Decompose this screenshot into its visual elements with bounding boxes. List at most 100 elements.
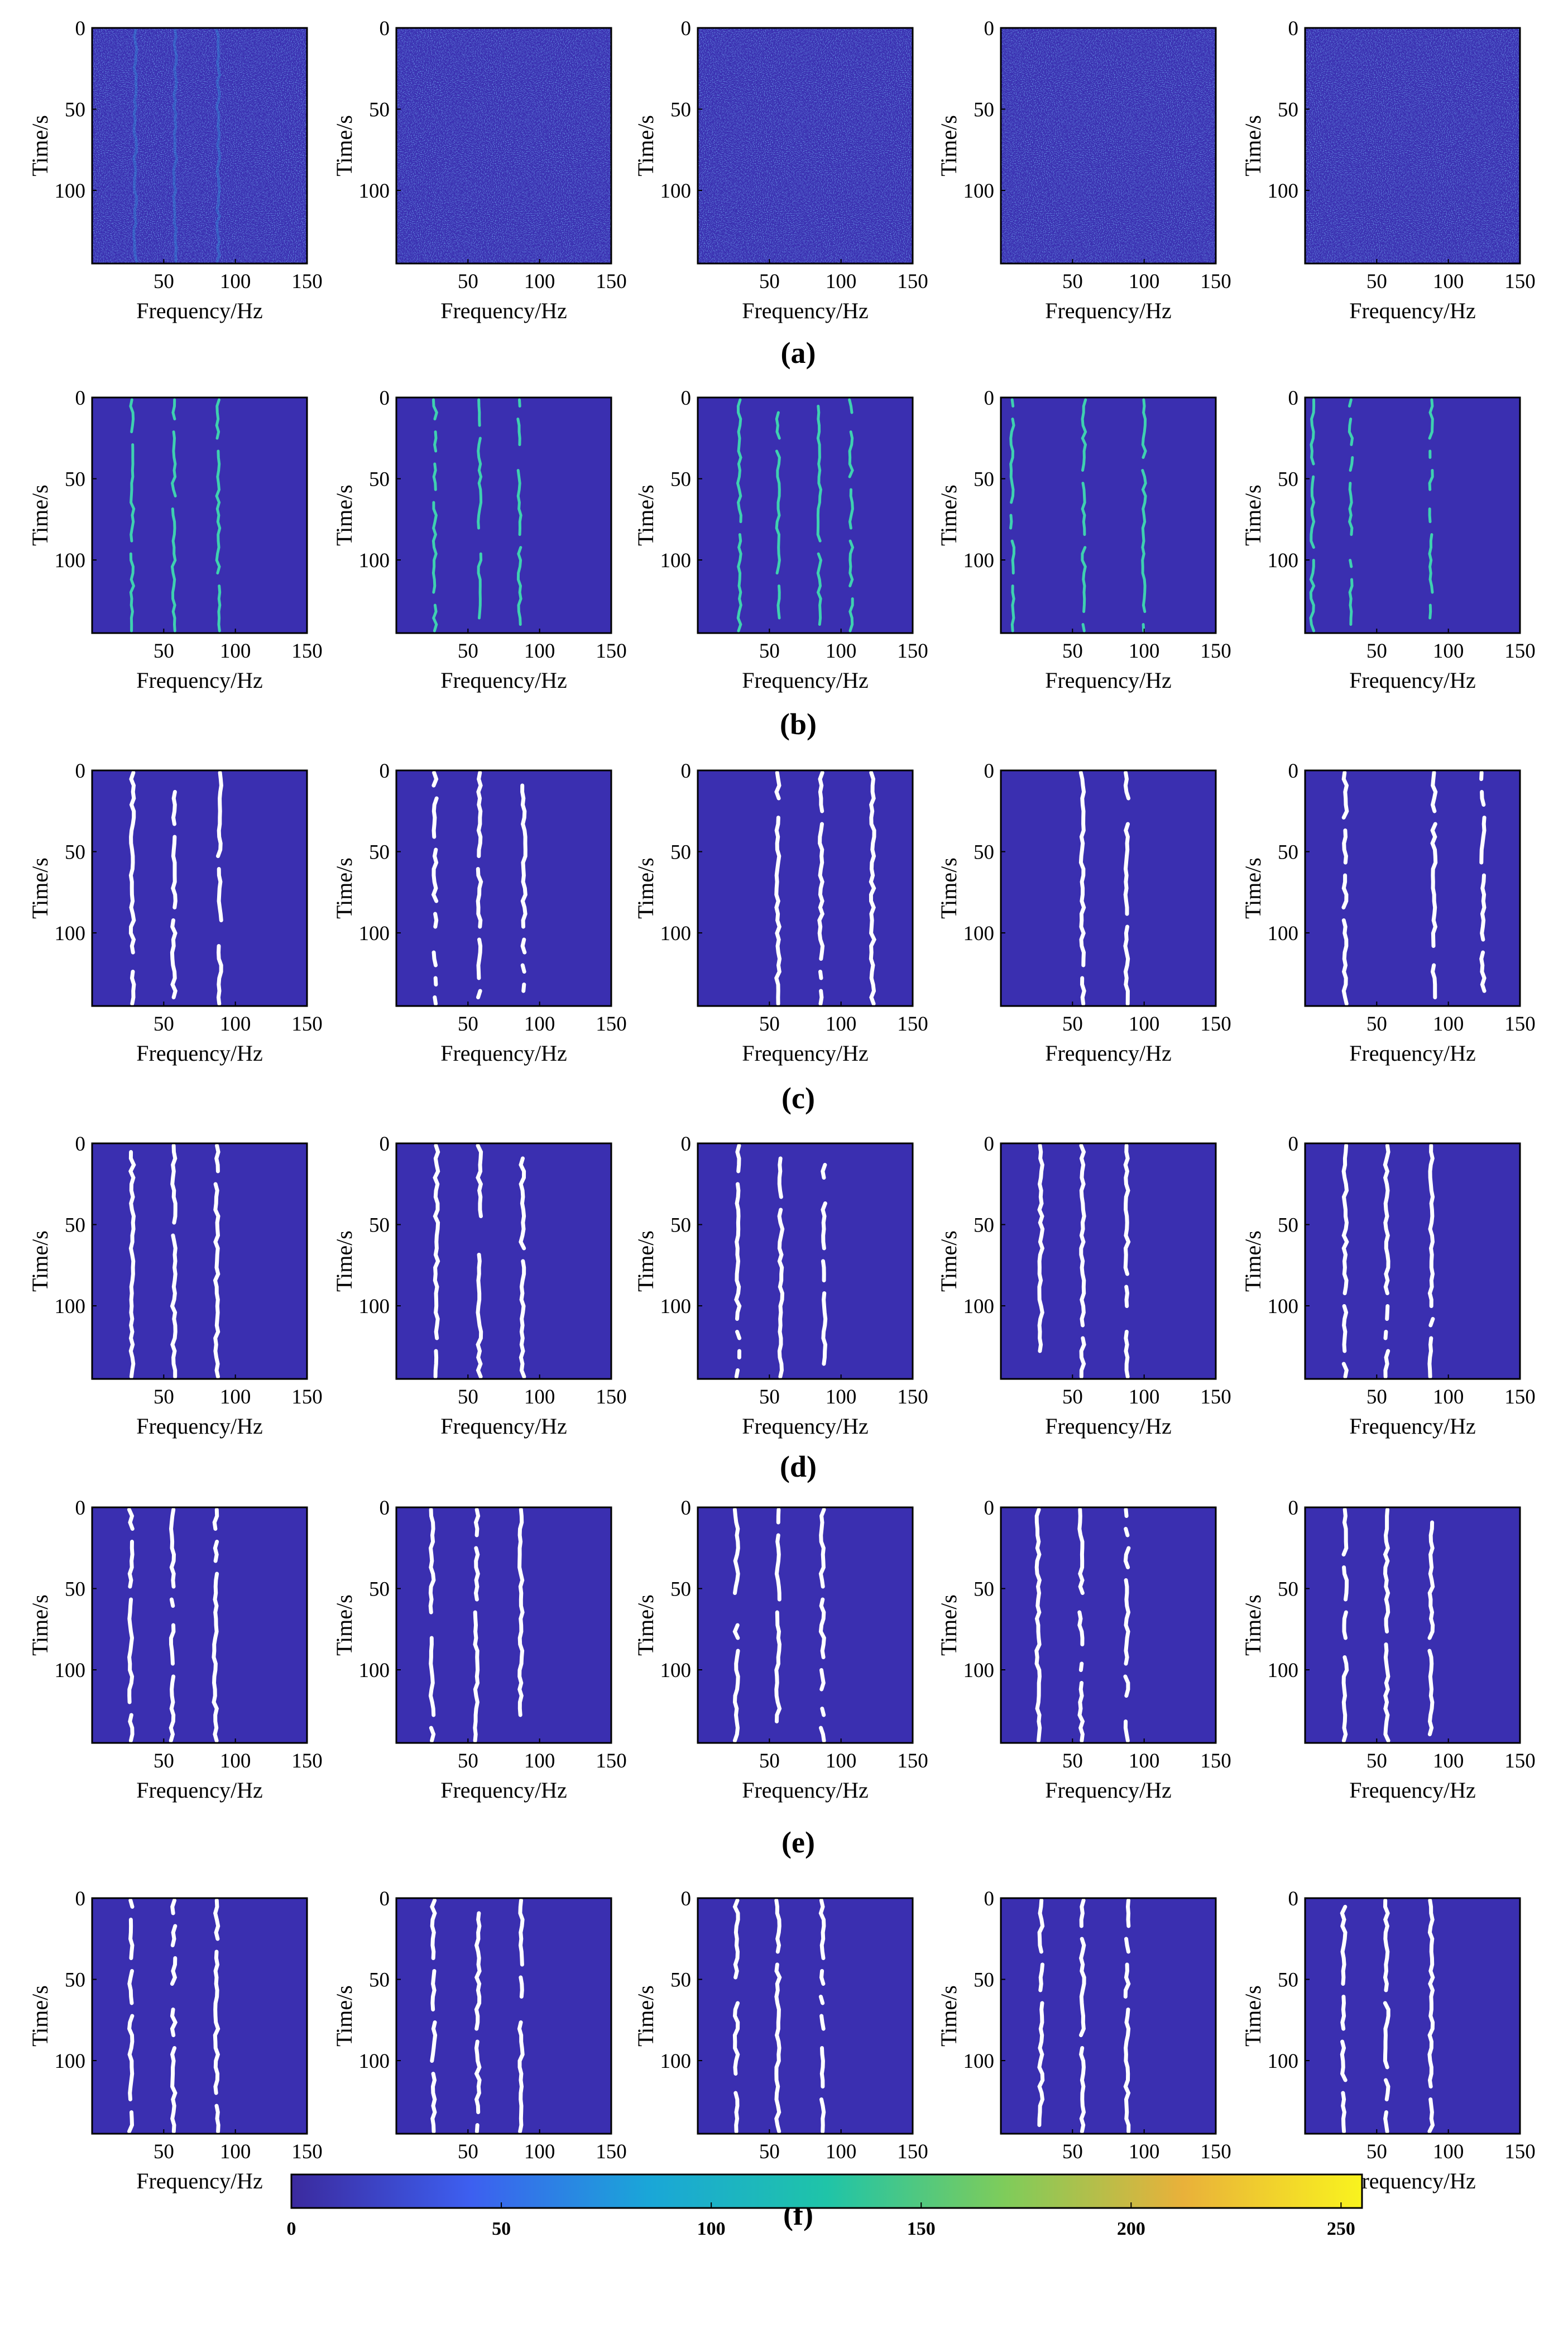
x-tick-label: 150 (291, 1386, 323, 1409)
x-tick-label: 100 (524, 270, 555, 293)
frequency-trace (170, 790, 178, 999)
frequency-trace (818, 1507, 826, 1743)
x-tick-label: 100 (1129, 2140, 1160, 2163)
x-tick-label: 150 (1504, 1013, 1536, 1036)
x-tick-label: 50 (154, 1750, 174, 1773)
frequency-trace (1079, 1143, 1086, 1379)
colorbar-gradient (290, 2173, 1363, 2209)
y-tick-label: 0 (75, 1888, 86, 1910)
panel-background (92, 397, 307, 633)
y-tick-label: 0 (681, 387, 692, 410)
frequency-trace (1081, 398, 1087, 633)
x-tick-label: 100 (1129, 1750, 1160, 1773)
frequency-trace (848, 398, 855, 633)
y-tick-label: 50 (974, 1578, 994, 1601)
panel-background (698, 770, 913, 1006)
frequency-trace (1383, 1143, 1390, 1379)
frequency-trace (517, 1898, 525, 2134)
noise-texture (698, 28, 913, 264)
y-axis-label: Time/s (332, 115, 357, 176)
x-tick-label: 150 (897, 270, 928, 293)
frequency-trace (1430, 770, 1438, 999)
x-axis-label: Frequency/Hz (136, 1778, 263, 1803)
panel-background (396, 1898, 611, 2134)
panel-frame (91, 1506, 308, 1744)
x-tick-label: 150 (596, 640, 627, 663)
panels-layer: 0 50 100 50 100 150 Frequency/Hz Time/s 0 50 100 50… (27, 17, 1536, 2193)
y-axis-label: Time/s (27, 1594, 52, 1656)
x-tick-label: 50 (154, 270, 174, 293)
y-tick-label: 50 (65, 1214, 85, 1237)
panel-frame (395, 1142, 612, 1380)
x-tick-label: 50 (1062, 1386, 1083, 1409)
y-tick-label: 50 (65, 1578, 85, 1601)
y-tick-label: 100 (1268, 2050, 1299, 2073)
frequency-trace (128, 1150, 136, 1379)
panel-frame (697, 1142, 914, 1380)
x-tick-label: 50 (1062, 1013, 1083, 1036)
y-tick-label: 0 (681, 760, 692, 783)
y-axis-label: Time/s (27, 115, 52, 176)
frequency-trace (1341, 770, 1349, 1006)
panel-frame (1000, 1897, 1217, 2135)
x-tick-label: 100 (826, 1013, 857, 1036)
y-tick-label: 100 (359, 549, 390, 572)
x-tick-label: 100 (220, 640, 251, 663)
x-tick-label: 150 (1504, 270, 1536, 293)
y-tick-label: 100 (55, 1295, 86, 1318)
x-tick-label: 100 (524, 1750, 555, 1773)
x-tick-label: 150 (596, 1386, 627, 1409)
frequency-trace (732, 1507, 740, 1743)
panel-frame (91, 27, 308, 265)
y-tick-label: 0 (984, 387, 995, 410)
x-tick-label: 150 (1504, 2140, 1536, 2163)
panel-frame (697, 769, 914, 1007)
y-tick-label: 50 (1278, 1214, 1298, 1237)
frequency-trace (1427, 1520, 1435, 1736)
panel-background (698, 1507, 913, 1743)
x-tick-label: 50 (759, 2140, 780, 2163)
frequency-trace (474, 1911, 482, 2134)
y-tick-label: 0 (75, 1497, 86, 1520)
y-axis-label: Time/s (936, 115, 961, 176)
x-axis-label: Frequency/Hz (440, 1778, 567, 1803)
x-tick-label: 150 (291, 640, 323, 663)
y-tick-label: 100 (963, 1659, 995, 1682)
y-axis-label: Time/s (27, 485, 52, 546)
x-tick-label: 100 (1129, 1386, 1160, 1409)
y-tick-label: 0 (1288, 17, 1299, 40)
y-tick-label: 100 (1268, 180, 1299, 203)
panel-background (1305, 1143, 1520, 1379)
y-tick-label: 0 (380, 1888, 390, 1910)
x-tick-label: 50 (154, 2140, 174, 2163)
row-labels: (a)(b)(c)(d)(e)(f) (780, 336, 817, 2231)
panel-frame (395, 1897, 612, 2135)
y-tick-label: 0 (681, 17, 692, 40)
panel-frame (1304, 1142, 1521, 1380)
y-tick-label: 50 (974, 1214, 994, 1237)
y-tick-label: 50 (670, 1214, 691, 1237)
panel-background (698, 397, 913, 633)
y-tick-label: 50 (1278, 99, 1298, 122)
y-axis-label: Time/s (633, 1230, 658, 1292)
y-tick-label: 100 (55, 2050, 86, 2073)
panel-frame (1304, 1506, 1521, 1744)
panel-frame (1000, 1142, 1217, 1380)
y-tick-label: 0 (681, 1888, 692, 1910)
x-tick-label: 50 (1062, 270, 1083, 293)
colorbar-tick-label: 100 (697, 2219, 726, 2239)
x-tick-label: 100 (1129, 270, 1160, 293)
panel-background (396, 397, 611, 633)
panel-frame (1000, 396, 1217, 634)
x-tick-label: 100 (220, 1386, 251, 1409)
frequency-trace (1427, 1898, 1435, 2134)
x-axis-label: Frequency/Hz (1349, 2168, 1476, 2193)
frequency-trace (172, 28, 179, 263)
